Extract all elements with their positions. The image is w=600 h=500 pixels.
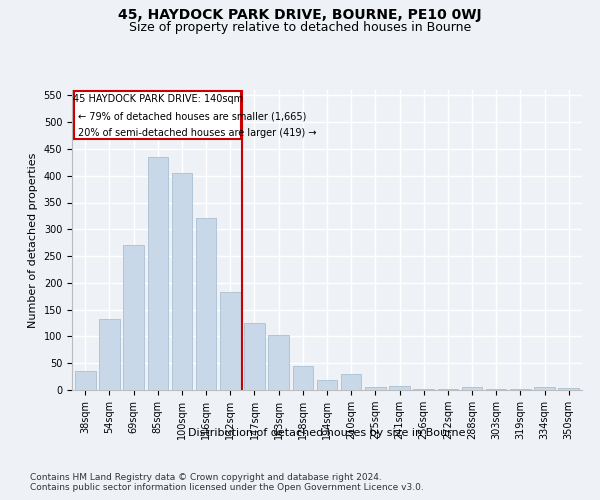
Text: 45, HAYDOCK PARK DRIVE, BOURNE, PE10 0WJ: 45, HAYDOCK PARK DRIVE, BOURNE, PE10 0WJ — [118, 8, 482, 22]
Bar — [559, 388, 579, 390]
Text: ← 79% of detached houses are smaller (1,665): ← 79% of detached houses are smaller (1,… — [78, 112, 307, 122]
Bar — [148, 157, 168, 390]
Text: Size of property relative to detached houses in Bourne: Size of property relative to detached ho… — [129, 21, 471, 34]
Bar — [534, 388, 555, 390]
Bar — [462, 387, 482, 390]
Text: 20% of semi-detached houses are larger (419) →: 20% of semi-detached houses are larger (… — [78, 128, 317, 138]
Bar — [124, 246, 144, 390]
Bar — [196, 218, 217, 390]
Bar — [413, 389, 434, 390]
Bar — [244, 323, 265, 390]
Bar — [317, 380, 337, 390]
Bar — [293, 366, 313, 390]
Text: Contains public sector information licensed under the Open Government Licence v3: Contains public sector information licen… — [30, 484, 424, 492]
Bar — [75, 371, 95, 390]
Bar — [74, 91, 241, 140]
Text: 45 HAYDOCK PARK DRIVE: 140sqm: 45 HAYDOCK PARK DRIVE: 140sqm — [73, 94, 243, 104]
Bar — [220, 292, 241, 390]
Bar — [365, 388, 386, 390]
Bar — [172, 173, 192, 390]
Text: Contains HM Land Registry data © Crown copyright and database right 2024.: Contains HM Land Registry data © Crown c… — [30, 472, 382, 482]
Bar — [268, 336, 289, 390]
Bar — [341, 374, 361, 390]
Bar — [99, 319, 120, 390]
Y-axis label: Number of detached properties: Number of detached properties — [28, 152, 38, 328]
Text: Distribution of detached houses by size in Bourne: Distribution of detached houses by size … — [188, 428, 466, 438]
Bar — [389, 386, 410, 390]
